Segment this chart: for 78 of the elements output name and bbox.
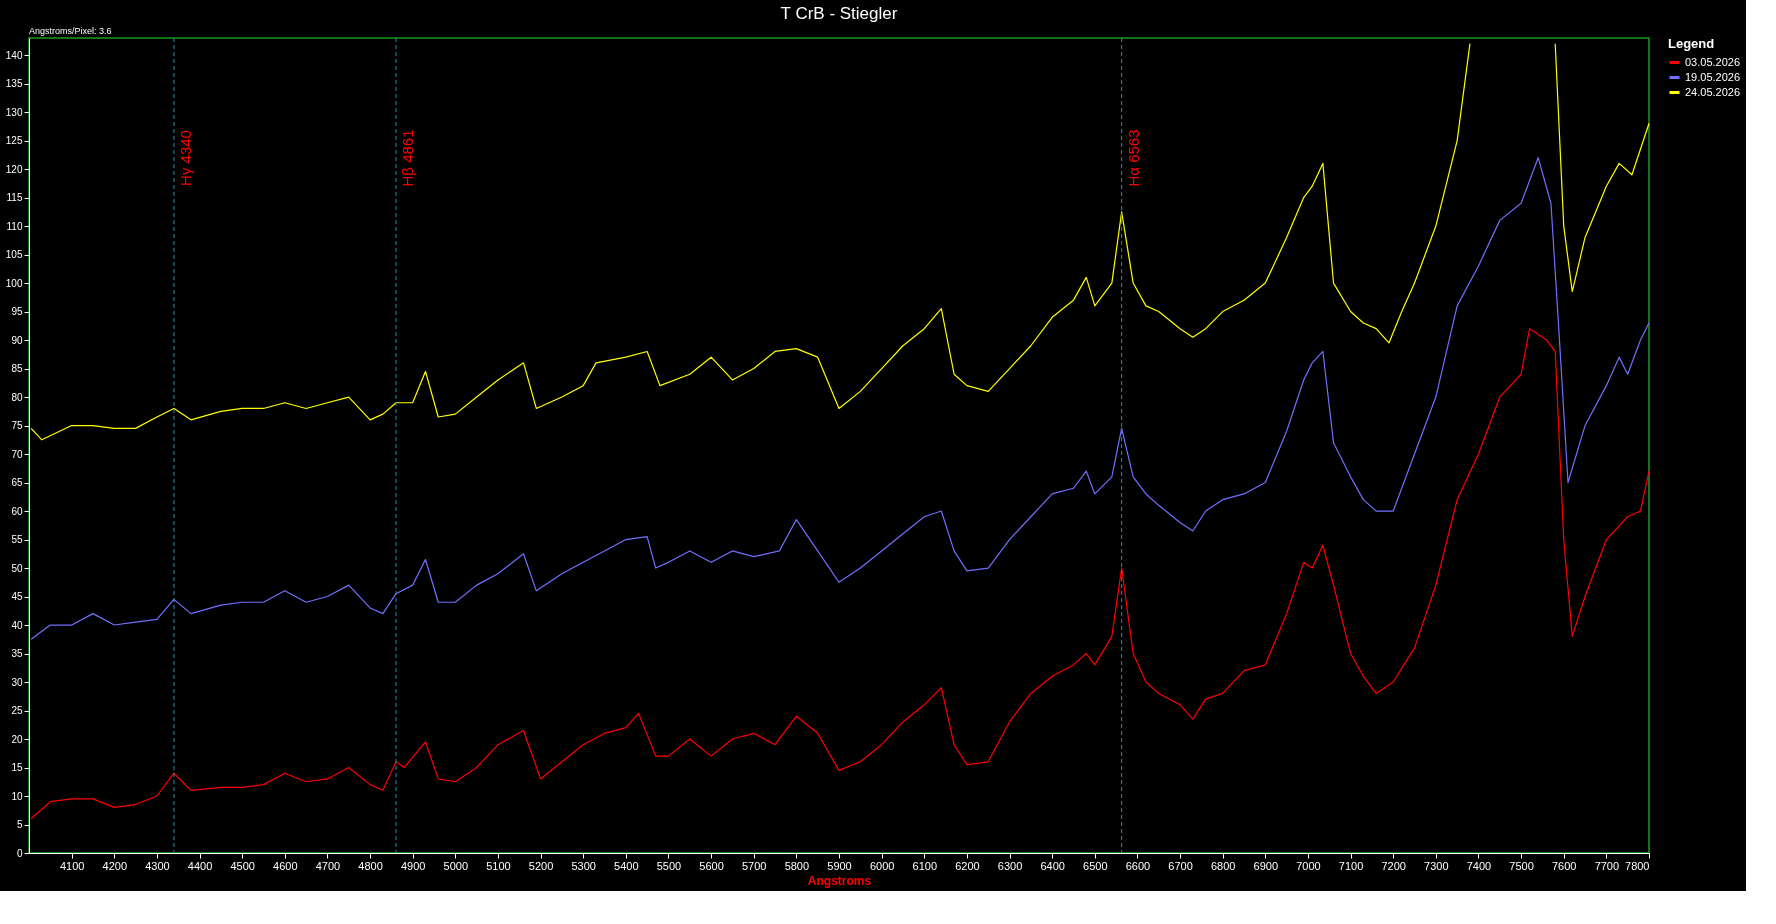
y-tick-label: 130 (5, 106, 23, 118)
x-tick-label: 5400 (614, 859, 639, 872)
y-tick-label: 65 (11, 477, 23, 489)
y-tick-label: 125 (5, 135, 23, 147)
y-tick-label: 20 (11, 733, 23, 745)
x-tick-label: 4700 (315, 859, 341, 872)
x-tick-label: 7200 (1381, 859, 1406, 872)
y-tick-label: 110 (6, 220, 23, 232)
y-tick-label: 115 (6, 192, 23, 204)
x-tick-label: 6500 (1083, 859, 1108, 872)
y-tick-label: 30 (11, 676, 23, 688)
y-tick-label: 70 (11, 448, 23, 460)
chart-title: T CrB - Stiegler (780, 4, 898, 23)
x-tick-label: 5600 (699, 859, 724, 872)
x-tick-label: 7400 (1466, 859, 1492, 872)
y-tick-label: 25 (11, 705, 23, 717)
x-tick-label: 5100 (486, 859, 511, 872)
y-tick-label: 45 (11, 591, 23, 603)
legend-label: 24.05.2026 (1685, 85, 1741, 98)
x-tick-label: 4300 (145, 859, 170, 872)
x-tick-label: 7500 (1509, 859, 1534, 872)
y-tick-label: 75 (11, 420, 23, 432)
ref-line-label: Hβ 4861 (399, 129, 417, 187)
x-tick-label: 5800 (784, 859, 810, 872)
text: Angstroms/Pixel: 3.6 (29, 26, 112, 36)
x-tick-label: 6800 (1210, 859, 1236, 872)
x-tick-label: 5700 (741, 859, 767, 872)
x-tick-label: 6400 (1040, 859, 1065, 872)
y-tick-label: 135 (5, 78, 23, 90)
x-tick-label: 6700 (1168, 859, 1193, 872)
y-tick-label: 10 (11, 790, 23, 802)
y-tick-label: 5 (16, 819, 23, 830)
x-tick-label: 4600 (273, 859, 298, 872)
x-tick-label: 5500 (656, 859, 682, 872)
x-tick-label: 4100 (59, 859, 85, 872)
legend-title: Legend (1668, 36, 1715, 51)
x-axis-title: Angstroms (807, 873, 872, 888)
y-tick-label: 35 (11, 648, 23, 660)
y-tick-label: 15 (11, 762, 23, 774)
x-tick-label: 6000 (869, 859, 895, 872)
x-tick-label: 6200 (955, 859, 980, 872)
y-tick-label: 95 (11, 306, 23, 318)
y-tick-label: 55 (11, 534, 23, 546)
x-tick-label: 7600 (1551, 859, 1577, 872)
x-tick-label: 7800 (1625, 859, 1650, 872)
ref-line-label: Hγ 4340 (176, 130, 194, 186)
y-tick-label: 90 (11, 334, 23, 346)
y-tick-label: 85 (11, 363, 23, 375)
x-tick-label: 7300 (1424, 859, 1449, 872)
x-tick-label: 6300 (997, 859, 1023, 872)
x-tick-label: 4500 (230, 859, 255, 872)
ref-line-label: Hα 6563 (1124, 129, 1142, 187)
x-tick-label: 6100 (912, 859, 938, 872)
y-tick-label: 120 (5, 163, 23, 175)
x-tick-label: 7700 (1594, 859, 1620, 872)
y-tick-label: 80 (11, 391, 23, 403)
y-tick-label: 50 (11, 562, 23, 574)
legend-label: 03.05.2026 (1685, 55, 1741, 68)
legend-label: 19.05.2026 (1685, 70, 1741, 83)
y-tick-label: 0 (16, 847, 23, 859)
y-tick-label: 60 (11, 505, 23, 517)
x-tick-label: 4800 (358, 859, 383, 872)
x-tick-label: 6900 (1253, 859, 1279, 872)
x-tick-label: 6600 (1125, 859, 1151, 872)
x-tick-label: 4900 (400, 859, 426, 872)
x-tick-label: 5900 (827, 859, 852, 872)
x-tick-label: 5200 (528, 859, 554, 872)
line-series (30, 328, 1650, 820)
x-tick-label: 7100 (1338, 859, 1364, 872)
x-tick-label: 5300 (571, 859, 596, 872)
x-tick-label: 4400 (187, 859, 213, 872)
y-tick-label: 105 (5, 249, 23, 261)
y-tick-label: 100 (5, 277, 23, 289)
y-tick-label: 140 (5, 49, 23, 61)
x-tick-label: 5000 (443, 859, 469, 872)
x-tick-label: 7000 (1296, 859, 1321, 872)
y-tick-label: 40 (11, 619, 23, 631)
x-tick-label: 4200 (102, 859, 128, 872)
